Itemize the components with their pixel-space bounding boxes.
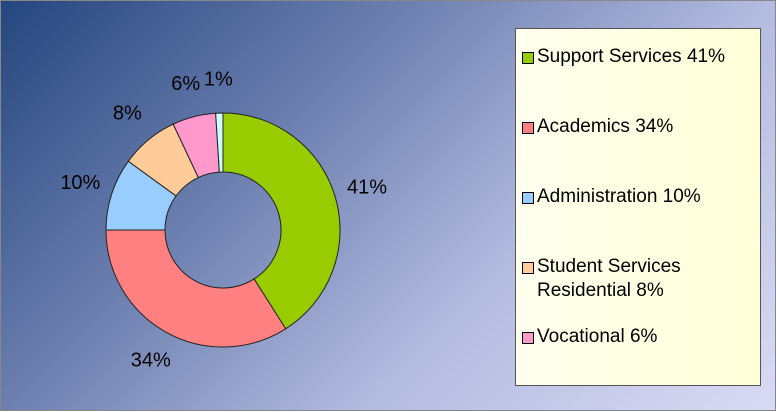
donut-slice (222, 112, 341, 330)
legend: Support Services 41% Academics 34% Adminis… (515, 28, 761, 386)
legend-entry: Support Services 41% (522, 45, 754, 115)
data-label: 10% (60, 172, 100, 194)
legend-label: Academics (537, 116, 630, 137)
legend-text: Student Services Residential 8% (537, 255, 745, 303)
legend-swatch (522, 262, 534, 274)
legend-entry: Student Services Residential 8% (522, 255, 754, 325)
legend-value: 34% (635, 116, 674, 137)
data-label: 1% (204, 68, 233, 90)
legend-value: 6% (629, 326, 658, 347)
data-label: 34% (131, 350, 171, 372)
legend-label: Vocational (537, 326, 625, 347)
legend-text: Support Services 41% (537, 45, 745, 69)
legend-swatch (522, 332, 534, 344)
legend-swatch (522, 122, 534, 134)
data-label: 6% (171, 73, 200, 95)
data-label: 41% (347, 176, 387, 198)
legend-swatch (522, 52, 534, 64)
legend-text: Vocational 6% (537, 325, 745, 349)
legend-label: Administration (537, 186, 658, 207)
legend-entry: Academics 34% (522, 115, 754, 185)
legend-text: Academics 34% (537, 115, 745, 139)
legend-value: 41% (686, 46, 725, 67)
legend-label: Support Services (537, 46, 682, 67)
legend-entry: Administration 10% (522, 185, 754, 255)
data-label: 8% (113, 103, 142, 125)
legend-value: 10% (662, 186, 701, 207)
legend-value: 8% (636, 280, 664, 301)
donut-slice (105, 229, 287, 348)
legend-swatch (522, 192, 534, 204)
legend-label: Student Services Residential (537, 256, 681, 301)
legend-entry: Vocational 6% (522, 325, 754, 395)
donut-slice (215, 112, 224, 173)
legend-text: Administration 10% (537, 185, 745, 209)
